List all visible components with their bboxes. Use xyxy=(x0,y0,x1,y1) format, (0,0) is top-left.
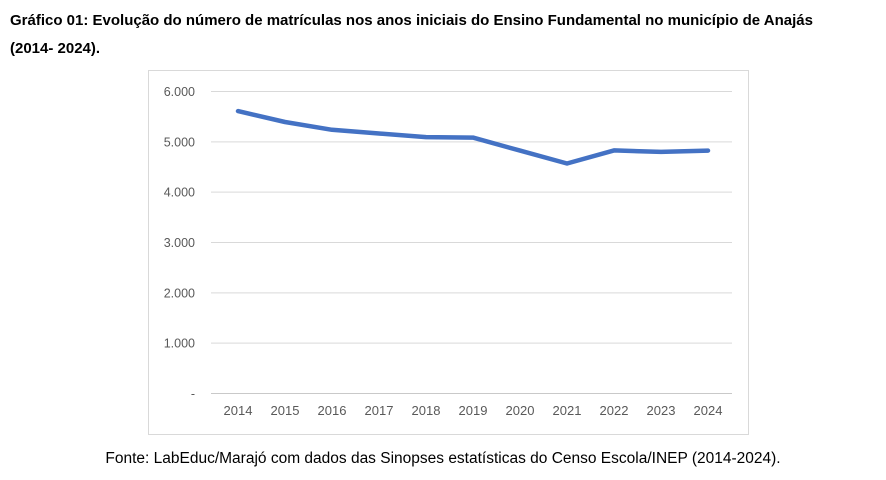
x-tick-label: 2017 xyxy=(365,403,394,418)
x-tick-label: 2022 xyxy=(600,403,629,418)
y-tick-label: 1.000 xyxy=(164,337,195,351)
x-tick-label: 2019 xyxy=(459,403,488,418)
source-note: Fonte: LabEduc/Marajó com dados das Sino… xyxy=(105,450,781,467)
chart-title-line1: Gráfico 01: Evolução do número de matríc… xyxy=(10,12,813,29)
chart-title-line2: (2014- 2024). xyxy=(10,40,101,57)
x-tick-label: 2016 xyxy=(318,403,347,418)
y-tick-label: - xyxy=(191,387,195,401)
x-tick-label: 2015 xyxy=(271,403,300,418)
chart-title: Gráfico 01: Evolução do número de matríc… xyxy=(10,7,878,63)
x-tick-label: 2023 xyxy=(647,403,676,418)
y-tick-label: 2.000 xyxy=(164,286,195,300)
chart-canvas: 6.000 5.000 4.000 3.000 2.000 1.000 - 2014 2015 2… xyxy=(164,85,732,418)
y-tick-label: 3.000 xyxy=(164,236,195,250)
enrollment-series-line xyxy=(235,108,711,166)
x-tick-label: 2014 xyxy=(224,403,253,418)
y-tick-label: 4.000 xyxy=(164,186,195,200)
x-tick-label: 2018 xyxy=(412,403,441,418)
x-tick-label: 2021 xyxy=(553,403,582,418)
x-tick-label: 2024 xyxy=(694,403,723,418)
x-tick-label: 2020 xyxy=(506,403,535,418)
y-tick-label: 6.000 xyxy=(164,85,195,99)
y-tick-label: 5.000 xyxy=(164,135,195,149)
enrollment-line-chart: 6.000 5.000 4.000 3.000 2.000 1.000 - 2014 2015 2… xyxy=(148,70,749,435)
